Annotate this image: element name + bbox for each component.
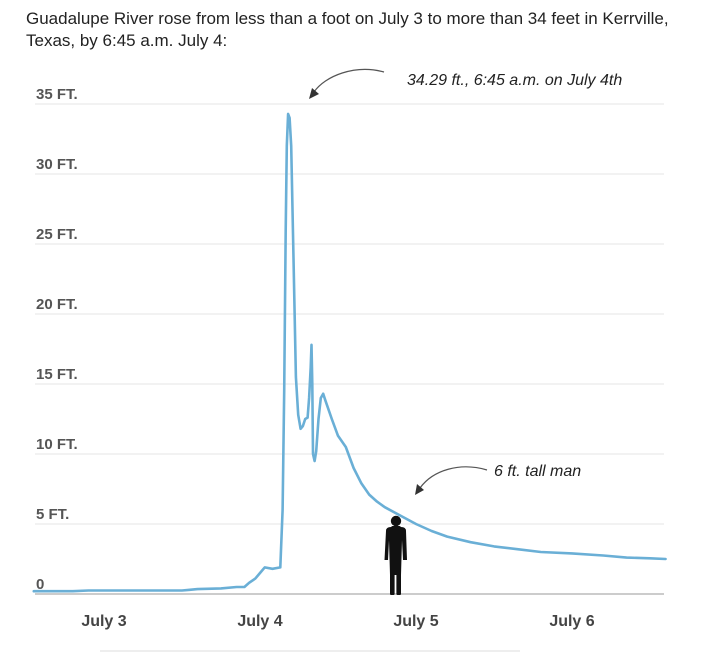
x-tick-label: July 4 [237,613,282,630]
x-tick-label: July 6 [549,613,594,630]
man-annotation-arrowhead [415,484,424,495]
peak-annotation-label: 34.29 ft., 6:45 a.m. on July 4th [407,72,622,89]
river-level-line [32,112,667,593]
gridlines [35,103,664,595]
peak-annotation-arrowhead [309,88,319,99]
x-tick-label: July 5 [393,613,438,630]
x-axis: July 3 July 4 July 5 July 6 [81,613,594,630]
man-annotation-arrow [419,466,488,489]
peak-annotation-arrow [313,68,385,93]
man-silhouette [384,515,407,595]
y-tick-label: 20 FT. [36,296,78,313]
y-tick-label: 10 FT. [36,436,78,453]
man-annotation-label: 6 ft. tall man [494,463,581,480]
faded-footer-divider [100,650,520,652]
chart-title: Guadalupe River rose from less than a fo… [26,9,669,50]
man-annotation: 6 ft. tall man [415,463,581,495]
y-axis: 0 5 FT. 10 FT. 15 FT. 20 FT. 25 FT. 30 FT. 35 F… [36,86,78,593]
y-tick-label: 35 FT. [36,86,78,103]
peak-annotation: 34.29 ft., 6:45 a.m. on July 4th [309,68,622,99]
y-tick-label: 5 FT. [36,506,69,523]
y-tick-label: 30 FT. [36,156,78,173]
y-tick-label: 25 FT. [36,226,78,243]
x-tick-label: July 3 [81,613,126,630]
y-tick-label: 0 [36,576,44,593]
y-tick-label: 15 FT. [36,366,78,383]
six-foot-man-figure [384,515,407,595]
